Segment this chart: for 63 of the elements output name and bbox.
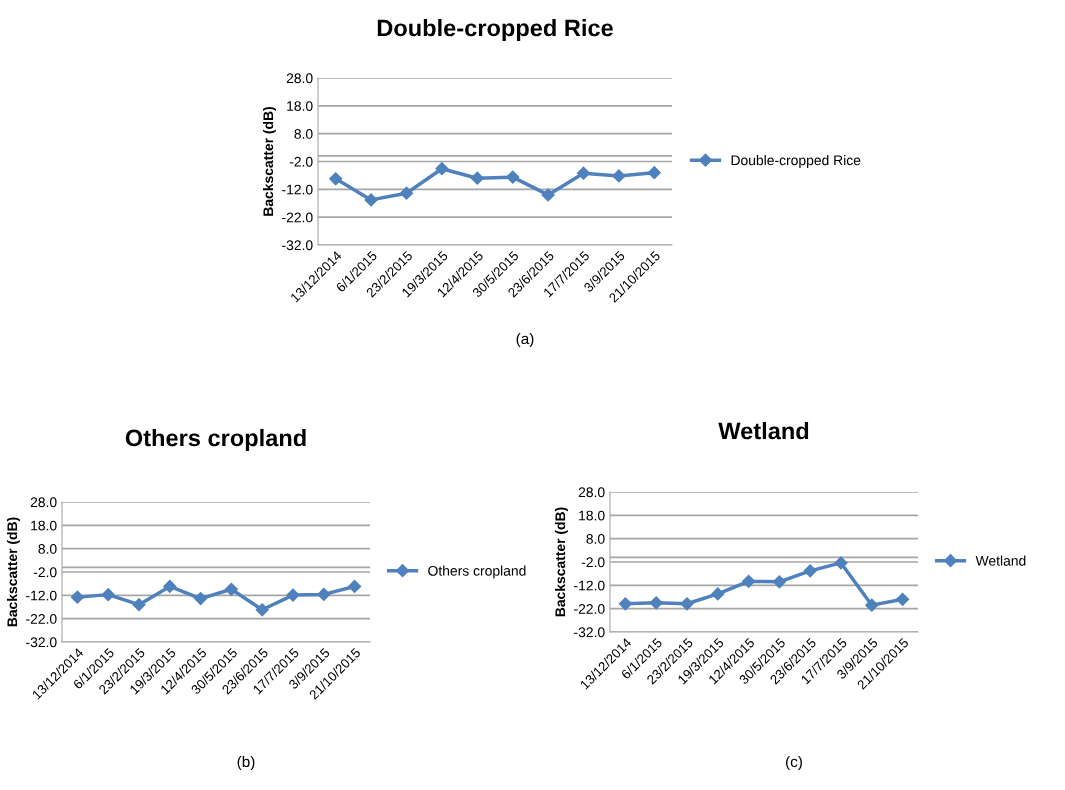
point bbox=[286, 588, 300, 602]
point bbox=[364, 193, 378, 207]
point bbox=[612, 169, 626, 183]
chart-title: Wetland bbox=[718, 421, 809, 440]
y-tick-label: -2.0 bbox=[289, 156, 313, 167]
y-axis-title: Backscatter (dB) bbox=[262, 107, 276, 216]
point bbox=[618, 597, 632, 611]
y-axis-title: Backscatter (dB) bbox=[554, 507, 568, 617]
y-tick-label: 28.0 bbox=[30, 497, 57, 508]
y-tick-label: 18.0 bbox=[31, 520, 57, 531]
y-tick-label: 18.0 bbox=[287, 101, 313, 111]
y-tick-label: 8.0 bbox=[294, 129, 313, 139]
point bbox=[255, 603, 269, 617]
point bbox=[399, 186, 414, 200]
y-tick-label: -32.0 bbox=[282, 240, 313, 251]
point bbox=[834, 556, 848, 570]
point bbox=[470, 171, 484, 185]
point bbox=[70, 590, 84, 604]
point bbox=[742, 574, 756, 588]
point bbox=[803, 564, 817, 578]
y-tick-label: -12.0 bbox=[282, 184, 313, 195]
point bbox=[348, 579, 362, 594]
y-tick-label: -32.0 bbox=[574, 627, 605, 638]
point bbox=[865, 598, 879, 612]
y-tick-label: -32.0 bbox=[26, 637, 57, 648]
point bbox=[680, 597, 694, 611]
y-axis-title: Backscatter (dB) bbox=[6, 517, 20, 627]
chart-title: Double-cropped Rice bbox=[377, 19, 613, 41]
point bbox=[711, 587, 725, 601]
point bbox=[224, 582, 238, 596]
legend-label: Wetland bbox=[975, 555, 1026, 566]
point bbox=[506, 170, 520, 184]
point bbox=[772, 575, 786, 589]
point bbox=[576, 166, 591, 180]
y-tick-label: -2.0 bbox=[581, 557, 605, 568]
y-tick-label: 28.0 bbox=[578, 487, 605, 498]
y-tick-label: 8.0 bbox=[38, 544, 57, 554]
y-tick-label: -12.0 bbox=[26, 590, 57, 601]
y-tick-label: 8.0 bbox=[586, 534, 605, 544]
legend-label: Double-cropped Rice bbox=[731, 155, 861, 168]
point bbox=[435, 162, 449, 176]
legend-label: Others cropland bbox=[428, 565, 526, 579]
point bbox=[649, 596, 663, 610]
point bbox=[317, 587, 331, 601]
y-tick-label: -22.0 bbox=[574, 604, 605, 614]
point bbox=[194, 592, 208, 606]
point bbox=[329, 172, 343, 186]
point bbox=[132, 598, 146, 612]
y-tick-label: -12.0 bbox=[574, 580, 605, 591]
text: (a) bbox=[516, 332, 534, 348]
point bbox=[163, 579, 177, 594]
chart-title: Others cropland bbox=[125, 429, 306, 452]
point bbox=[101, 588, 115, 602]
point bbox=[541, 188, 555, 202]
point bbox=[896, 592, 910, 606]
text: (c) bbox=[786, 755, 802, 771]
text: (b) bbox=[237, 755, 255, 771]
y-tick-label: -22.0 bbox=[26, 614, 57, 624]
y-tick-label: 18.0 bbox=[579, 510, 605, 521]
y-tick-label: 28.0 bbox=[286, 73, 313, 84]
point bbox=[647, 166, 661, 180]
y-tick-label: -22.0 bbox=[282, 212, 313, 223]
y-tick-label: -2.0 bbox=[33, 567, 57, 578]
